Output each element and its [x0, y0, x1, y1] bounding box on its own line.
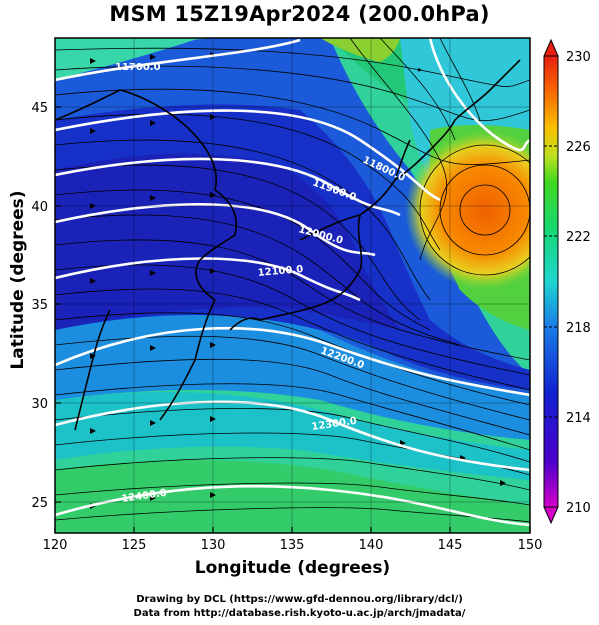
- axis-ticks: [54, 106, 531, 533]
- colorbar-label-214: 214: [566, 411, 591, 426]
- colorbar: 230 226 222 218 214 210: [543, 38, 591, 525]
- colorbar-label-210: 210: [566, 501, 591, 516]
- contour-label-11700: 11700.0: [115, 62, 161, 73]
- credit-drawing: Drawing by DCL (https://www.gfd-dennou.o…: [136, 594, 463, 605]
- y-axis-label: Latitude (degrees): [8, 190, 28, 370]
- height-contours: [55, 38, 530, 527]
- x-tick-135: 135: [280, 538, 305, 553]
- y-tick-25: 25: [31, 496, 48, 511]
- y-tick-30: 30: [31, 397, 48, 412]
- colorbar-label-218: 218: [566, 321, 591, 336]
- temperature-field: [55, 38, 530, 533]
- x-tick-125: 125: [122, 538, 147, 553]
- x-tick-120: 120: [43, 538, 68, 553]
- colorbar-label-222: 222: [566, 230, 591, 245]
- y-tick-45: 45: [31, 101, 48, 116]
- x-tick-145: 145: [438, 538, 463, 553]
- x-tick-150: 150: [518, 538, 543, 553]
- coastlines: [55, 59, 521, 431]
- x-axis-label: Longitude (degrees): [194, 558, 391, 578]
- colorbar-max-arrow: [543, 38, 559, 57]
- colorbar-label-226: 226: [566, 140, 591, 155]
- y-tick-40: 40: [31, 200, 48, 215]
- x-tick-labels: 120 125 130 135 140 145 150: [43, 538, 543, 553]
- map-title: MSM 15Z19Apr2024 (200.0hPa): [109, 2, 490, 26]
- colorbar-label-230: 230: [566, 50, 591, 65]
- x-tick-130: 130: [201, 538, 226, 553]
- grid-lines: [55, 38, 530, 533]
- x-tick-140: 140: [359, 538, 384, 553]
- colorbar-min-arrow: [543, 506, 559, 525]
- wind-streamlines: [55, 38, 530, 523]
- credit-data: Data from http://database.rish.kyoto-u.a…: [133, 608, 466, 619]
- y-tick-35: 35: [31, 298, 48, 313]
- y-tick-labels: 45 40 35 30 25: [31, 101, 48, 511]
